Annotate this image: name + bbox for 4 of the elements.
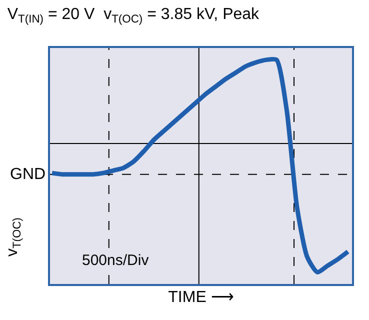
chart-title: V$_{T(IN)}$ = 20 V v$_{T(OC)}$ = 3.85 kV, Peak bbox=[7, 6, 260, 26]
ref-line-label: GND bbox=[10, 166, 46, 183]
annotation: 500ns/Div bbox=[82, 252, 150, 269]
x-axis-title: TIME ⟶ bbox=[168, 288, 234, 306]
